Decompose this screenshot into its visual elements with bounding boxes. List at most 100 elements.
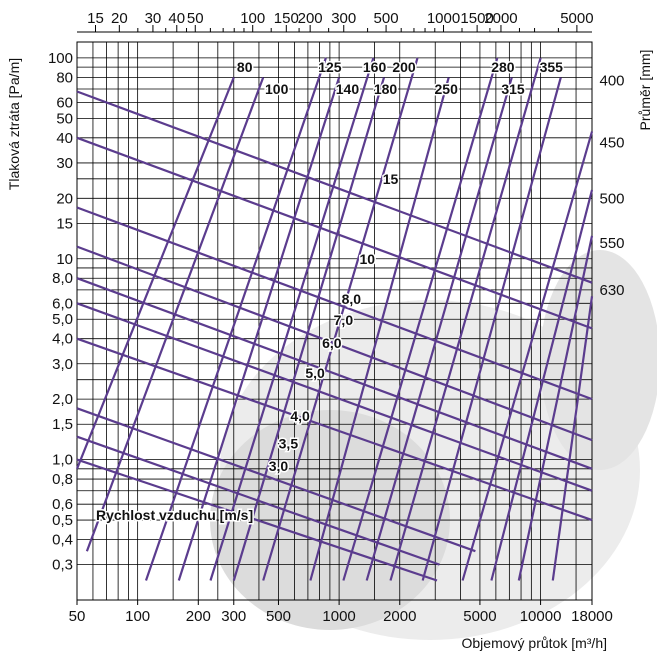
velocity-line (76, 90, 593, 284)
right-diameter-label: 450 (599, 134, 624, 151)
diameter-label-halo: 315 (501, 81, 525, 97)
left-tick-label: 15 (56, 215, 73, 232)
plot-frame (76, 41, 593, 601)
top-tick-label: 1500 (460, 10, 493, 27)
right-diameter-label: 630 (599, 282, 624, 299)
diameter-label-halo: 180 (374, 81, 398, 97)
velocity-label: 4,0 (290, 408, 310, 424)
bottom-tick-label: 200 (186, 608, 211, 625)
diameter-label-halo: 140 (336, 81, 360, 97)
velocity-line (76, 407, 476, 553)
left-tick-label: 50 (56, 110, 73, 127)
velocity-line (76, 458, 438, 582)
diameter-line (75, 76, 235, 470)
diameter-label: 80 (237, 59, 253, 75)
left-tick-label: 20 (56, 190, 73, 207)
velocity-label-halo: 8,0 (342, 291, 362, 307)
diameter-label-halo: 250 (435, 81, 459, 97)
left-tick-label: 8,0 (52, 270, 73, 287)
left-tick-label: 6,0 (52, 295, 73, 312)
curves (75, 57, 594, 582)
top-tick-label: 300 (331, 10, 356, 27)
y2-axis-title: Průměr [mm] (637, 50, 653, 131)
diameter-line (461, 131, 594, 581)
diameter-label: 125 (318, 59, 342, 75)
velocity-label-halo: 10 (360, 251, 376, 267)
velocity-annotation: Rychlost vzduchu [m/s] (96, 507, 253, 523)
bottom-tick-label: 18000 (571, 608, 613, 625)
right-diameter-label: 400 (599, 73, 624, 90)
top-tick-label: 20 (111, 10, 128, 27)
left-tick-label: 3,0 (52, 356, 73, 373)
duct-photo-shape (540, 250, 657, 470)
left-tick-label: 100 (48, 50, 73, 67)
top-tick-label: 2000 (484, 10, 517, 27)
diameter-label: 160 (363, 59, 387, 75)
left-tick-label: 2,0 (52, 391, 73, 408)
velocity-line (76, 277, 593, 470)
velocity-line (76, 206, 593, 401)
bottom-tick-label: 1000 (322, 608, 355, 625)
top-tick-label: 100 (240, 10, 265, 27)
diameter-line (551, 296, 594, 581)
left-tick-label: 10 (56, 251, 73, 268)
velocity-label: 15 (383, 171, 399, 187)
velocity-label: 3,0 (269, 458, 289, 474)
diameter-label: 250 (435, 81, 459, 97)
velocity-line (76, 302, 593, 492)
diameter-label: 315 (501, 81, 525, 97)
velocity-label: 7,0 (334, 312, 354, 328)
top-tick-label: 150 (274, 10, 299, 27)
diameter-label: 180 (374, 81, 398, 97)
bottom-tick-label: 500 (266, 608, 291, 625)
top-tick-label: 50 (187, 10, 204, 27)
right-diameter-label: 500 (599, 190, 624, 207)
left-tick-label: 1,5 (52, 416, 73, 433)
curve-labels: 8080100100125125140140160160180180200200… (235, 58, 624, 476)
left-tick-label: 80 (56, 69, 73, 86)
left-tick-label: 5,0 (52, 311, 73, 328)
bottom-tick-label: 50 (69, 608, 86, 625)
top-tick-label: 30 (145, 10, 162, 27)
diameter-label: 140 (336, 81, 360, 97)
diameter-label: 100 (265, 81, 289, 97)
diameter-label: 200 (392, 59, 416, 75)
axes: 50 100 200 300 500 1000 2000 5000 10000 18000 15 20… (48, 10, 613, 625)
y-axis-title: Tlaková ztráta [Pa/m] (6, 58, 22, 190)
diameter-label-halo: 160 (363, 59, 387, 75)
left-tick-label: 60 (56, 94, 73, 111)
diameter-label-halo: 80 (237, 59, 253, 75)
diameter-line (517, 235, 594, 581)
diameter-label-halo: 280 (491, 59, 515, 75)
velocity-label: 8,0 (342, 291, 362, 307)
velocity-line (76, 435, 440, 566)
diameter-line (421, 77, 562, 581)
velocity-label-halo: 7,0 (334, 312, 354, 328)
velocity-line (76, 245, 593, 442)
velocity-label-halo: 3,0 (269, 458, 289, 474)
left-tick-label: 30 (56, 155, 73, 172)
diameter-line (490, 189, 594, 581)
velocity-label-halo: 4,0 (290, 408, 310, 424)
velocity-label-halo: 15 (383, 171, 399, 187)
left-tick-label: 0,8 (52, 471, 73, 488)
top-tick-label: 500 (374, 10, 399, 27)
left-tick-label: 0,6 (52, 496, 73, 513)
left-tick-label: 1,0 (52, 452, 73, 469)
diameter-label-halo: 125 (318, 59, 342, 75)
velocity-annotation-halo: Rychlost vzduchu [m/s] (96, 507, 253, 523)
left-tick-label: 0,5 (52, 512, 73, 529)
diameter-line (177, 77, 341, 581)
velocity-label-halo: 6,0 (322, 335, 342, 351)
velocity-line (76, 136, 593, 330)
top-tick-label: 15 (87, 10, 104, 27)
left-tick-label: 40 (56, 130, 73, 147)
top-tick-label: 200 (298, 10, 323, 27)
velocity-label: 3,5 (279, 436, 299, 452)
left-tick-label: 0,3 (52, 557, 73, 574)
bottom-tick-label: 10000 (520, 608, 562, 625)
bottom-tick-label: 300 (221, 608, 246, 625)
right-diameter-label: 550 (599, 235, 624, 252)
left-tick-label: 0,4 (52, 532, 73, 549)
